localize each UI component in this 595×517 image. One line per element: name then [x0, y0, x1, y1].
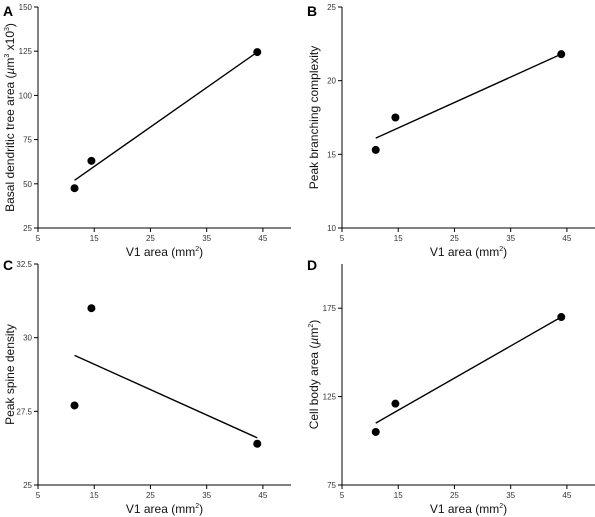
y-tick-label: 20	[327, 77, 336, 86]
y-tick-label: 125	[19, 47, 33, 56]
x-axis-label: V1 area (mm2)	[126, 245, 203, 259]
panel-letter: B	[307, 3, 317, 19]
panel-d: D 5 15 25 35 45 75 125 175 V1 area (mm2) Cell body…	[307, 257, 595, 516]
x-tick-label: 5	[36, 234, 41, 243]
x-tick-label: 35	[506, 491, 515, 500]
x-tick-label: 25	[146, 491, 155, 500]
x-tick-label: 35	[202, 491, 211, 500]
x-tick-label: 35	[202, 234, 211, 243]
y-tick-label: 50	[23, 180, 32, 189]
x-tick-label: 25	[450, 234, 459, 243]
fit-line	[74, 354, 258, 439]
panel-letter: D	[307, 257, 317, 273]
x-tick-label: 45	[562, 491, 571, 500]
x-tick-label: 45	[258, 234, 267, 243]
data-point	[557, 313, 566, 322]
y-tick-label: 32.5	[16, 260, 32, 269]
x-tick-label: 15	[394, 234, 403, 243]
panel-letter: C	[3, 257, 13, 273]
x-tick-label: 35	[506, 234, 515, 243]
y-axis-label: Basal dendritic tree area (µm3 x103)	[3, 23, 17, 212]
x-tick-label: 15	[394, 491, 403, 500]
data-point	[87, 156, 96, 165]
data-point	[391, 113, 400, 122]
data-point	[87, 304, 96, 313]
y-tick-label: 25	[327, 3, 336, 12]
y-tick-label: 100	[19, 91, 33, 100]
x-tick-label: 5	[36, 491, 41, 500]
y-tick-label: 27.5	[16, 407, 32, 416]
y-axis-label: Cell body area (µm2)	[307, 320, 321, 430]
y-axis-label: Peak spine density	[3, 324, 17, 425]
panel-a: A 5 15 25 35 45 25 50 75 100 125 150 V1 area (mm2) Ba…	[3, 3, 291, 259]
panel-letter: A	[3, 3, 13, 19]
data-point	[371, 145, 380, 154]
panel-c: C 5 15 25 35 45 25 27.5 30 32.5 V1 area (mm2) Peak …	[3, 257, 291, 516]
data-point	[391, 399, 400, 408]
y-tick-label: 25	[23, 481, 32, 490]
data-point	[70, 401, 79, 410]
y-tick-label: 10	[327, 224, 336, 233]
x-tick-label: 15	[90, 234, 99, 243]
x-tick-label: 15	[90, 491, 99, 500]
y-tick-label: 125	[323, 393, 337, 402]
y-tick-label: 75	[23, 136, 32, 145]
data-point	[253, 439, 262, 448]
x-axis-label: V1 area (mm2)	[430, 502, 507, 516]
panel-b: B 5 15 25 35 45 10 15 20 25 V1 area (mm2) Peak bran…	[307, 3, 595, 259]
y-tick-label: 175	[323, 304, 337, 313]
data-point	[557, 50, 566, 59]
x-tick-label: 5	[340, 491, 345, 500]
y-tick-label: 15	[327, 150, 336, 159]
x-axis-label: V1 area (mm2)	[126, 502, 203, 516]
x-tick-label: 45	[258, 491, 267, 500]
y-tick-label: 25	[23, 224, 32, 233]
x-tick-label: 5	[340, 234, 345, 243]
data-point	[70, 184, 79, 193]
data-point	[371, 427, 380, 436]
x-tick-label: 25	[146, 234, 155, 243]
x-tick-label: 25	[450, 491, 459, 500]
y-tick-label: 30	[23, 334, 32, 343]
y-tick-label: 150	[19, 3, 33, 12]
y-axis-label: Peak branching complexity	[307, 46, 321, 189]
data-point	[253, 48, 262, 57]
fit-line	[375, 316, 562, 424]
x-axis-label: V1 area (mm2)	[430, 245, 507, 259]
x-tick-label: 45	[562, 234, 571, 243]
fit-line	[74, 51, 258, 181]
y-tick-label: 75	[327, 481, 336, 490]
fit-line	[375, 53, 562, 139]
